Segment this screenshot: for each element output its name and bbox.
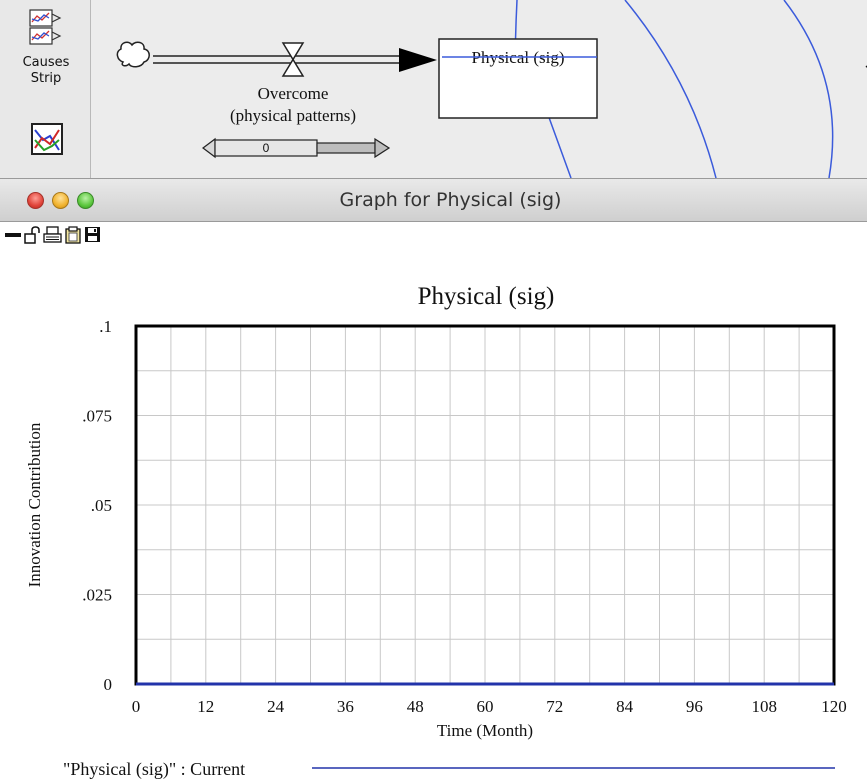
- x-tick-label: 36: [337, 697, 354, 716]
- x-tick-label: 96: [686, 697, 703, 716]
- minimize-icon[interactable]: [4, 226, 22, 244]
- model-canvas[interactable]: Causes Strip ·: [0, 0, 867, 178]
- causes-strip-label-line2: Strip: [30, 71, 62, 86]
- causes-strip-label-line1: Causes: [22, 55, 70, 70]
- x-tick-label: 84: [616, 697, 634, 716]
- minimize-window-button[interactable]: [52, 192, 69, 209]
- causes-strip-button[interactable]: Causes Strip: [14, 8, 78, 87]
- copy-icon[interactable]: [64, 226, 82, 244]
- x-tick-label: 120: [821, 697, 847, 716]
- slider-value: 0: [263, 141, 270, 155]
- flow-label-line2: (physical patterns): [230, 106, 356, 125]
- graph-toolbar: [0, 222, 867, 248]
- x-tick-label: 72: [546, 697, 563, 716]
- graph-icon: [31, 123, 63, 155]
- graph-chart: Physical (sig) 0 12 24 36 48 60 72 84 96 108 120 0.…: [25, 283, 847, 780]
- zoom-window-button[interactable]: [77, 192, 94, 209]
- tool-sidebar: Causes Strip: [0, 0, 91, 178]
- flow-pipe[interactable]: [153, 48, 437, 72]
- causal-link-arc[interactable]: [624, 0, 717, 178]
- y-tick-label: .025: [82, 586, 112, 605]
- x-tick-label: 12: [197, 697, 214, 716]
- causes-strip-icon: [29, 9, 62, 45]
- graph-window: Graph for Physical (sig) Physical: [0, 178, 867, 782]
- cloud-source-icon[interactable]: [116, 41, 150, 68]
- offscreen-marker: ·: [864, 59, 867, 76]
- x-tick-label: 48: [407, 697, 424, 716]
- chart-title: Physical (sig): [418, 283, 555, 310]
- y-tick-label: .1: [99, 317, 112, 336]
- y-tick-label: .075: [82, 407, 112, 426]
- flow-label-line1: Overcome: [258, 84, 329, 103]
- y-axis-label: Innovation Contribution: [25, 422, 44, 587]
- y-tick-label: 0: [104, 675, 113, 694]
- causal-link-arc[interactable]: [783, 0, 834, 178]
- x-tick-label: 0: [132, 697, 141, 716]
- window-titlebar[interactable]: Graph for Physical (sig): [0, 178, 867, 222]
- flow-valve-icon[interactable]: [281, 42, 305, 77]
- x-tick-label: 108: [751, 697, 777, 716]
- stock-physical-sig[interactable]: Physical (sig): [438, 38, 598, 119]
- x-tick-label: 24: [267, 697, 285, 716]
- y-tick-label: .05: [91, 496, 112, 515]
- lock-icon[interactable]: [23, 226, 41, 244]
- close-window-button[interactable]: [27, 192, 44, 209]
- legend-label: "Physical (sig)" : Current: [63, 759, 245, 780]
- save-icon[interactable]: [84, 226, 102, 244]
- window-title: Graph for Physical (sig): [339, 189, 562, 211]
- x-axis-label: Time (Month): [437, 721, 533, 740]
- x-tick-label: 60: [477, 697, 494, 716]
- graph-button[interactable]: [14, 122, 78, 161]
- print-icon[interactable]: [43, 226, 62, 244]
- model-diagram: · Overcome (physical patterns) 0 Phys: [116, 0, 867, 178]
- flow-slider[interactable]: 0: [202, 137, 391, 159]
